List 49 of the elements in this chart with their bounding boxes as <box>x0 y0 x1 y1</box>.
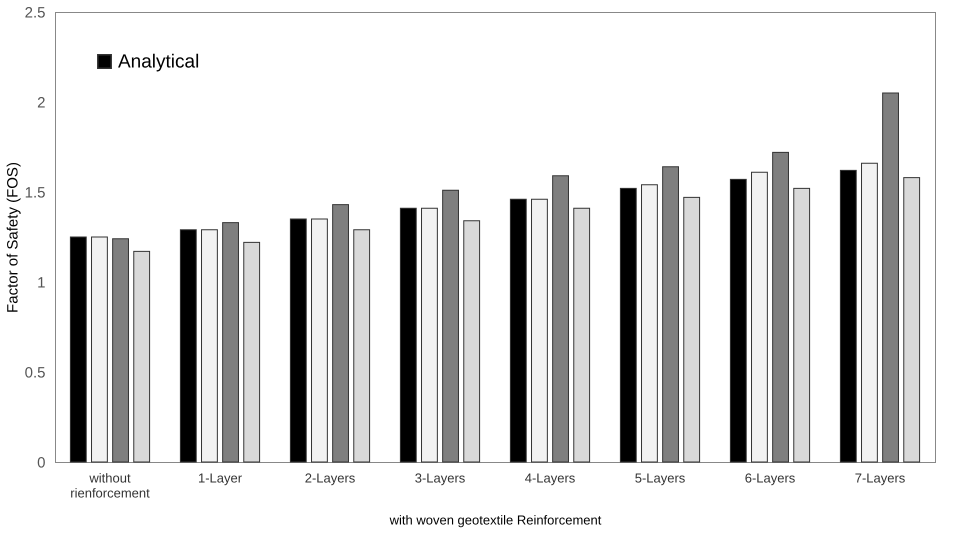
x-tick-label: 1-Layer <box>198 470 243 486</box>
y-tick-label: 1 <box>37 274 46 292</box>
y-tick-label: 1.5 <box>24 184 46 202</box>
bar <box>840 170 857 462</box>
bar <box>573 208 590 462</box>
bar <box>133 250 150 462</box>
bar <box>243 242 260 462</box>
y-tick-label: 2 <box>37 94 46 112</box>
bar <box>531 198 548 462</box>
y-tick-label: 0.5 <box>24 364 46 382</box>
bar <box>353 229 370 462</box>
bar <box>903 177 920 462</box>
x-tick-label: without rienforcement <box>70 470 150 500</box>
bar <box>751 172 768 462</box>
x-tick-label: 5-Layers <box>634 470 686 486</box>
bar <box>641 184 658 462</box>
bar <box>730 178 747 462</box>
bar <box>683 196 700 462</box>
bar <box>463 220 480 462</box>
bar <box>332 204 349 462</box>
x-axis-title: with woven geotextile Reinforcement <box>388 512 602 528</box>
bar <box>620 188 637 462</box>
x-tick-label: 7-Layers <box>854 470 906 486</box>
x-tick-label: 4-Layers <box>524 470 576 486</box>
bar <box>311 218 328 462</box>
bar <box>882 92 899 462</box>
x-tick-label: 6-Layers <box>744 470 796 486</box>
bar <box>861 162 878 462</box>
y-tick-label: 0 <box>37 454 46 472</box>
bar <box>222 222 239 462</box>
bar <box>201 229 218 462</box>
bar <box>180 229 197 462</box>
bar <box>290 218 307 462</box>
bar <box>421 208 438 462</box>
bar <box>510 198 527 462</box>
bar <box>70 236 87 462</box>
bar <box>112 238 129 462</box>
bar <box>442 190 459 462</box>
legend-label: Analytical <box>118 52 200 72</box>
x-tick-label: 3-Layers <box>414 470 466 486</box>
bar <box>400 208 417 462</box>
y-tick-label: 2.5 <box>24 4 46 22</box>
x-tick-label: 2-Layers <box>304 470 356 486</box>
bar <box>793 188 810 462</box>
bar <box>772 152 789 462</box>
bar <box>91 236 108 462</box>
y-axis-title: Factor of Safety (FOS) <box>4 162 22 313</box>
bar <box>662 166 679 462</box>
bar <box>552 175 569 462</box>
